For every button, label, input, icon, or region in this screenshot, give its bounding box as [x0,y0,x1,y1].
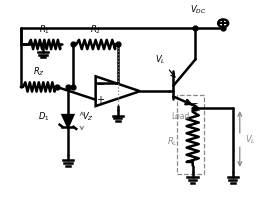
Text: $V_L$: $V_L$ [245,134,256,146]
Text: $-$: $-$ [96,78,105,88]
Text: $R_1$: $R_1$ [39,24,50,36]
Text: $D_1$: $D_1$ [38,110,50,123]
Text: $V_{DC}$: $V_{DC}$ [190,3,207,16]
Text: $R_Z$: $R_Z$ [33,66,45,79]
Text: Load: Load [171,112,189,121]
Text: $R_L$: $R_L$ [167,136,178,149]
Text: $V_Z$: $V_Z$ [82,110,94,123]
Text: $R_2$: $R_2$ [90,24,101,36]
Text: $V_L$: $V_L$ [155,53,166,66]
Bar [178,95,204,174]
Polygon shape [63,115,73,127]
Text: $T_1$: $T_1$ [191,102,202,114]
Text: $+$: $+$ [96,94,105,105]
